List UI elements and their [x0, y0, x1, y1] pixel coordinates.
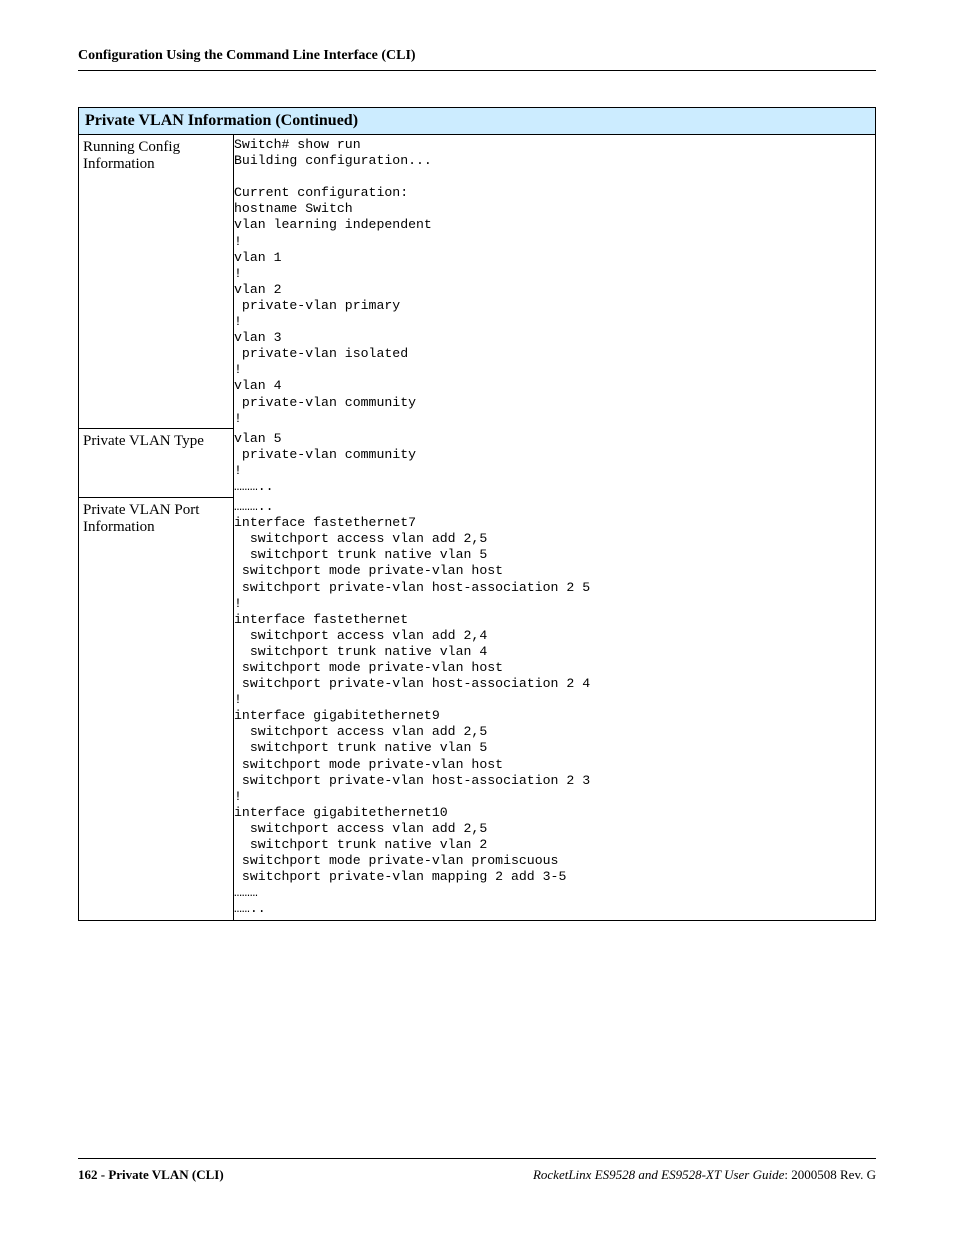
- table-row: Private VLAN Typevlan 5 private-vlan com…: [79, 429, 876, 497]
- page-footer: 162 - Private VLAN (CLI) RocketLinx ES95…: [78, 1158, 876, 1183]
- row-label: Private VLAN Port Information: [79, 497, 234, 920]
- row-label: Private VLAN Type: [79, 429, 234, 497]
- vlan-info-table: Private VLAN Information (Continued) Run…: [78, 107, 876, 921]
- code-block: Switch# show run Building configuration.…: [234, 135, 875, 429]
- footer-row: 162 - Private VLAN (CLI) RocketLinx ES95…: [78, 1167, 876, 1183]
- footer-page-number: 162 -: [78, 1167, 108, 1182]
- footer-section-title: Private VLAN (CLI): [108, 1167, 223, 1182]
- row-label: Running Config Information: [79, 135, 234, 429]
- table-row: Running Config InformationSwitch# show r…: [79, 135, 876, 429]
- code-block: vlan 5 private-vlan community ! ………..: [234, 429, 875, 497]
- footer-guide-title: RocketLinx ES9528 and ES9528-XT User Gui…: [533, 1167, 784, 1182]
- code-block: ……….. interface fastethernet7 switchport…: [234, 497, 875, 919]
- row-code-cell: vlan 5 private-vlan community ! ………..: [234, 429, 876, 497]
- footer-rule: [78, 1158, 876, 1159]
- header-rule: [78, 70, 876, 71]
- footer-revision: : 2000508 Rev. G: [784, 1167, 876, 1182]
- row-code-cell: ……….. interface fastethernet7 switchport…: [234, 497, 876, 920]
- table-title: Private VLAN Information (Continued): [79, 108, 876, 135]
- page-container: Configuration Using the Command Line Int…: [0, 0, 954, 1235]
- footer-left: 162 - Private VLAN (CLI): [78, 1167, 224, 1183]
- table-row: Private VLAN Port Information……….. inter…: [79, 497, 876, 920]
- row-code-cell: Switch# show run Building configuration.…: [234, 135, 876, 429]
- table-header-row: Private VLAN Information (Continued): [79, 108, 876, 135]
- footer-right: RocketLinx ES9528 and ES9528-XT User Gui…: [533, 1167, 876, 1183]
- running-header: Configuration Using the Command Line Int…: [78, 48, 876, 64]
